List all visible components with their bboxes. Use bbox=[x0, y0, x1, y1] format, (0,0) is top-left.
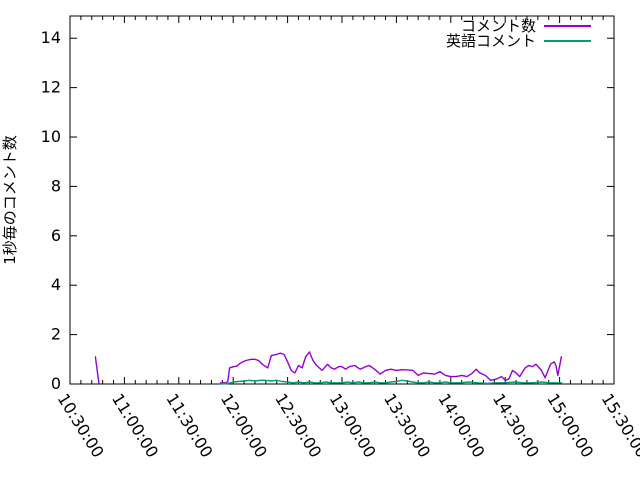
y-tick-label: 12 bbox=[41, 78, 61, 97]
x-tick-label: 13:30:00 bbox=[380, 390, 434, 461]
legend-label-comments: コメント数 bbox=[461, 17, 536, 35]
x-tick-label: 15:30:00 bbox=[598, 390, 640, 461]
plot-border bbox=[69, 15, 615, 385]
axis-ticks bbox=[69, 16, 615, 385]
legend-label-english-comments: 英語コメント bbox=[446, 32, 536, 50]
y-tick-label: 6 bbox=[51, 226, 61, 245]
y-axis-tick-labels: 0 2 4 6 8 10 12 14 bbox=[41, 28, 61, 393]
x-tick-label: 12:00:00 bbox=[217, 390, 271, 461]
x-tick-label: 15:00:00 bbox=[543, 390, 597, 461]
x-axis-tick-labels: 10:30:00 11:00:00 11:30:00 12:00:00 12:30:00… bbox=[54, 390, 640, 461]
series-lines bbox=[94, 351, 563, 385]
y-tick-label: 0 bbox=[51, 374, 61, 393]
legend-line-samples bbox=[544, 25, 591, 42]
y-tick-label: 14 bbox=[41, 28, 61, 47]
x-tick-label: 12:30:00 bbox=[271, 390, 325, 461]
x-tick-label: 11:30:00 bbox=[162, 390, 216, 461]
y-tick-label: 4 bbox=[51, 275, 61, 294]
series-english-comments-line bbox=[219, 379, 563, 385]
x-tick-label: 14:30:00 bbox=[489, 390, 543, 461]
series-comments-line bbox=[94, 351, 563, 385]
x-tick-label: 10:30:00 bbox=[54, 390, 108, 461]
x-tick-label: 11:00:00 bbox=[108, 390, 162, 461]
legend: コメント数 英語コメント bbox=[446, 17, 591, 50]
x-tick-label: 13:00:00 bbox=[326, 390, 380, 461]
y-tick-label: 10 bbox=[41, 127, 61, 146]
x-tick-label: 14:00:00 bbox=[434, 390, 488, 461]
y-tick-label: 8 bbox=[51, 176, 61, 195]
y-axis-label: 1秒毎のコメント数 bbox=[1, 135, 19, 265]
y-tick-label: 2 bbox=[51, 325, 61, 344]
